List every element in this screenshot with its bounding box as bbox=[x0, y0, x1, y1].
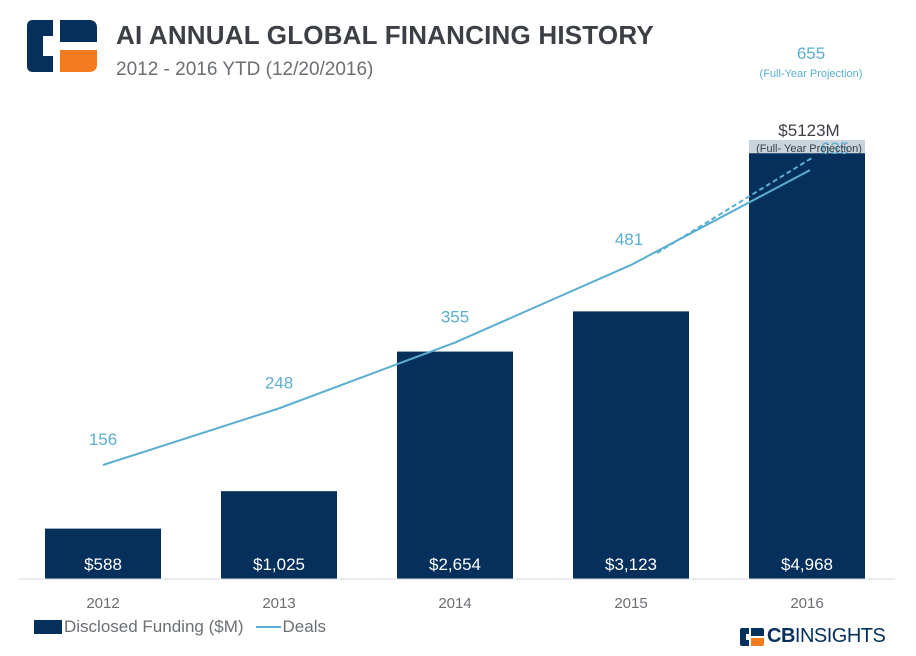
chart-title: AI ANNUAL GLOBAL FINANCING HISTORY bbox=[116, 20, 654, 50]
deals-point-label: 481 bbox=[615, 230, 643, 249]
funding-bar bbox=[397, 351, 513, 579]
funding-projection-box bbox=[749, 140, 865, 155]
deals-line bbox=[102, 169, 811, 466]
brand-name: CBINSIGHTS bbox=[767, 625, 886, 648]
brand-name-rest: INSIGHTS bbox=[794, 625, 886, 647]
x-tick-label: 2013 bbox=[262, 595, 295, 612]
funding-bar-label: $588 bbox=[84, 555, 122, 574]
funding-bar-label: $1,025 bbox=[253, 555, 305, 574]
funding-bar-label: $3,123 bbox=[605, 555, 657, 574]
deals-projection-note: (Full-Year Projection) bbox=[760, 68, 863, 80]
deals-projection-label: 655 bbox=[797, 44, 825, 63]
funding-projection-label: $5123M bbox=[778, 121, 839, 140]
deals-point-label: 248 bbox=[265, 373, 293, 392]
legend-swatch-funding bbox=[34, 620, 62, 634]
funding-projection-note: (Full- Year Projection) bbox=[756, 143, 862, 155]
funding-bar bbox=[221, 491, 337, 579]
deals-point-label: 156 bbox=[89, 430, 117, 449]
legend-swatch-deals bbox=[255, 626, 281, 628]
funding-bar bbox=[573, 311, 689, 579]
deals-point-label: 355 bbox=[441, 308, 469, 327]
cb-insights-mark-icon bbox=[740, 627, 764, 646]
deals-point-label: 635 bbox=[821, 139, 849, 158]
funding-bar-label: $4,968 bbox=[781, 555, 833, 574]
legend-label-funding: Disclosed Funding ($M) bbox=[64, 617, 244, 636]
deals-projection-line bbox=[656, 157, 813, 254]
chart-subtitle: 2012 - 2016 YTD (12/20/2016) bbox=[116, 59, 374, 80]
funding-bar-label: $2,654 bbox=[429, 555, 481, 574]
x-tick-label: 2016 bbox=[790, 595, 823, 612]
x-tick-label: 2015 bbox=[614, 595, 647, 612]
brand-wordmark: CBINSIGHTS bbox=[740, 625, 886, 648]
x-tick-label: 2012 bbox=[86, 595, 119, 612]
funding-bar bbox=[749, 153, 865, 579]
legend-label-deals: Deals bbox=[282, 617, 326, 636]
cb-insights-logo bbox=[27, 20, 97, 72]
brand-name-bold: CB bbox=[767, 625, 795, 647]
funding-bar bbox=[45, 528, 161, 579]
x-tick-label: 2014 bbox=[438, 595, 471, 612]
legend: Disclosed Funding ($M) Deals bbox=[34, 617, 326, 637]
